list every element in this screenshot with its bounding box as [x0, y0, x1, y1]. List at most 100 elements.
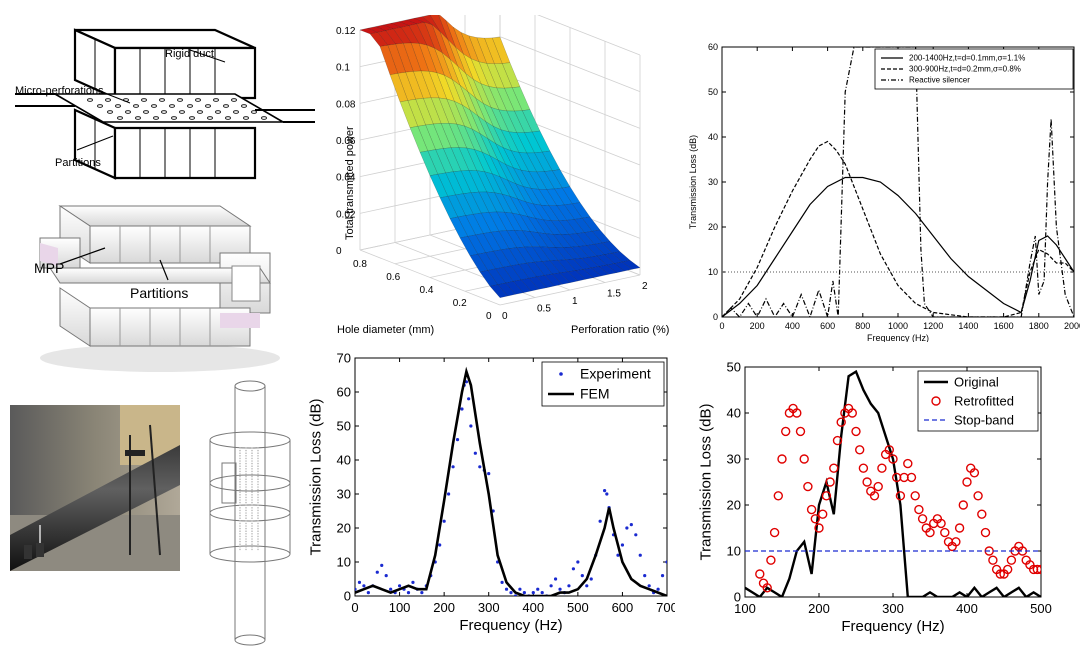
plot-area	[721, 46, 1075, 318]
perforation-dot	[245, 538, 247, 540]
perforation-dot	[257, 538, 259, 540]
perforation-dot	[239, 483, 241, 486]
test-rig-photo	[10, 405, 180, 571]
data-point	[817, 509, 828, 519]
micro-perforation-hole	[161, 110, 167, 114]
legend-label: Stop-band	[954, 412, 1014, 427]
micro-perforation-hole	[169, 104, 175, 108]
perforation-dot	[251, 481, 253, 483]
y-tick-label: 0	[344, 588, 351, 603]
y-tick-label: 40	[727, 405, 741, 420]
data-point	[420, 591, 424, 595]
x-tick-label: 100	[389, 600, 411, 615]
perforation-dot	[245, 473, 247, 475]
data-point	[665, 560, 667, 564]
legend-label: Original	[954, 374, 999, 389]
surface-facet	[369, 32, 389, 47]
surface-x-tick: 0	[486, 311, 492, 322]
surface-facet	[445, 171, 464, 196]
perforation-dot	[257, 449, 259, 452]
perforation-dot	[257, 509, 259, 512]
perforation-dot	[245, 481, 247, 483]
data-point	[536, 587, 540, 591]
y-tick-label: 20	[337, 520, 351, 535]
surface-facet	[447, 194, 466, 218]
data-point	[616, 553, 620, 557]
series-line	[722, 47, 1074, 317]
surface-x-tick: 0.8	[353, 259, 367, 270]
data-point: ·	[545, 591, 548, 601]
perforation-dot	[239, 447, 241, 449]
data-point	[836, 417, 846, 427]
surface-facet	[487, 268, 506, 285]
perforation-dot	[245, 452, 247, 454]
perforation-dot	[257, 457, 259, 460]
perforation-dot	[257, 447, 259, 449]
surface-facet	[405, 71, 424, 100]
perforation-dot	[251, 473, 253, 475]
perforation-dot	[251, 509, 253, 512]
perforation-dot	[257, 486, 259, 488]
y-tick-label: 50	[337, 418, 351, 433]
micro-perforation-hole	[105, 98, 111, 102]
data-point	[460, 407, 464, 411]
surface-facet	[591, 229, 611, 244]
data-point	[917, 514, 928, 524]
perforation-dot	[245, 447, 247, 449]
surface-facet	[398, 19, 418, 26]
micro-perforation-hole	[251, 110, 257, 114]
y-tick-label: 0	[734, 589, 741, 604]
x-tick-label: 1400	[958, 321, 978, 331]
x-tick-label: 100	[734, 601, 756, 616]
data-point	[980, 527, 991, 538]
perforation-dot	[251, 496, 253, 499]
perforation-dot	[257, 496, 259, 499]
data-point	[958, 500, 968, 510]
y-tick-label: 70	[337, 350, 351, 365]
data-point	[442, 519, 446, 523]
micro-perforation-hole	[107, 110, 113, 114]
data-point	[447, 492, 451, 496]
surface-facet	[536, 275, 555, 288]
micro-perforation-hole	[97, 104, 103, 108]
data-point	[643, 574, 647, 578]
surface-facet	[418, 43, 438, 73]
micro-perforation-hole	[241, 104, 247, 108]
perforation-dot	[257, 525, 259, 527]
micro-perforation-hole	[197, 110, 203, 114]
data-point	[540, 591, 544, 595]
perforation-dot	[257, 460, 259, 462]
y-axis-label: Transmission Loss (dB)	[688, 135, 698, 229]
micro-perforation-hole	[171, 116, 177, 120]
data-point	[969, 468, 980, 478]
perforation-dot	[239, 449, 241, 452]
perforation-dot	[239, 475, 241, 478]
data-point	[362, 584, 366, 588]
perforation-dot	[245, 546, 247, 548]
legend-label: Experiment	[580, 366, 651, 382]
surface-facet	[359, 28, 379, 35]
data-point	[766, 555, 776, 565]
label-partitions: Partitions	[55, 157, 101, 169]
micro-perforation-hole	[179, 110, 185, 114]
perforation-dot	[245, 457, 247, 460]
data-point	[803, 481, 813, 492]
perforation-dot	[239, 527, 241, 530]
micro-perforation-hole	[117, 116, 123, 120]
perforation-dot	[245, 488, 247, 491]
perforation-dot	[245, 522, 247, 525]
x-tick-label: 500	[567, 600, 589, 615]
x-tick-label: 400	[522, 600, 544, 615]
data-point	[858, 463, 869, 473]
surface-facet	[421, 14, 441, 32]
perforation-dot	[245, 499, 247, 501]
micro-perforation-hole	[141, 98, 147, 102]
data-point	[977, 509, 987, 519]
data-point: ·	[527, 591, 530, 601]
perforation-dot	[257, 507, 259, 509]
data-point	[914, 504, 924, 515]
x-tick-label: 1000	[888, 321, 908, 331]
surface-z-tick: 0.08	[336, 99, 356, 110]
perforation-dot	[245, 535, 247, 538]
